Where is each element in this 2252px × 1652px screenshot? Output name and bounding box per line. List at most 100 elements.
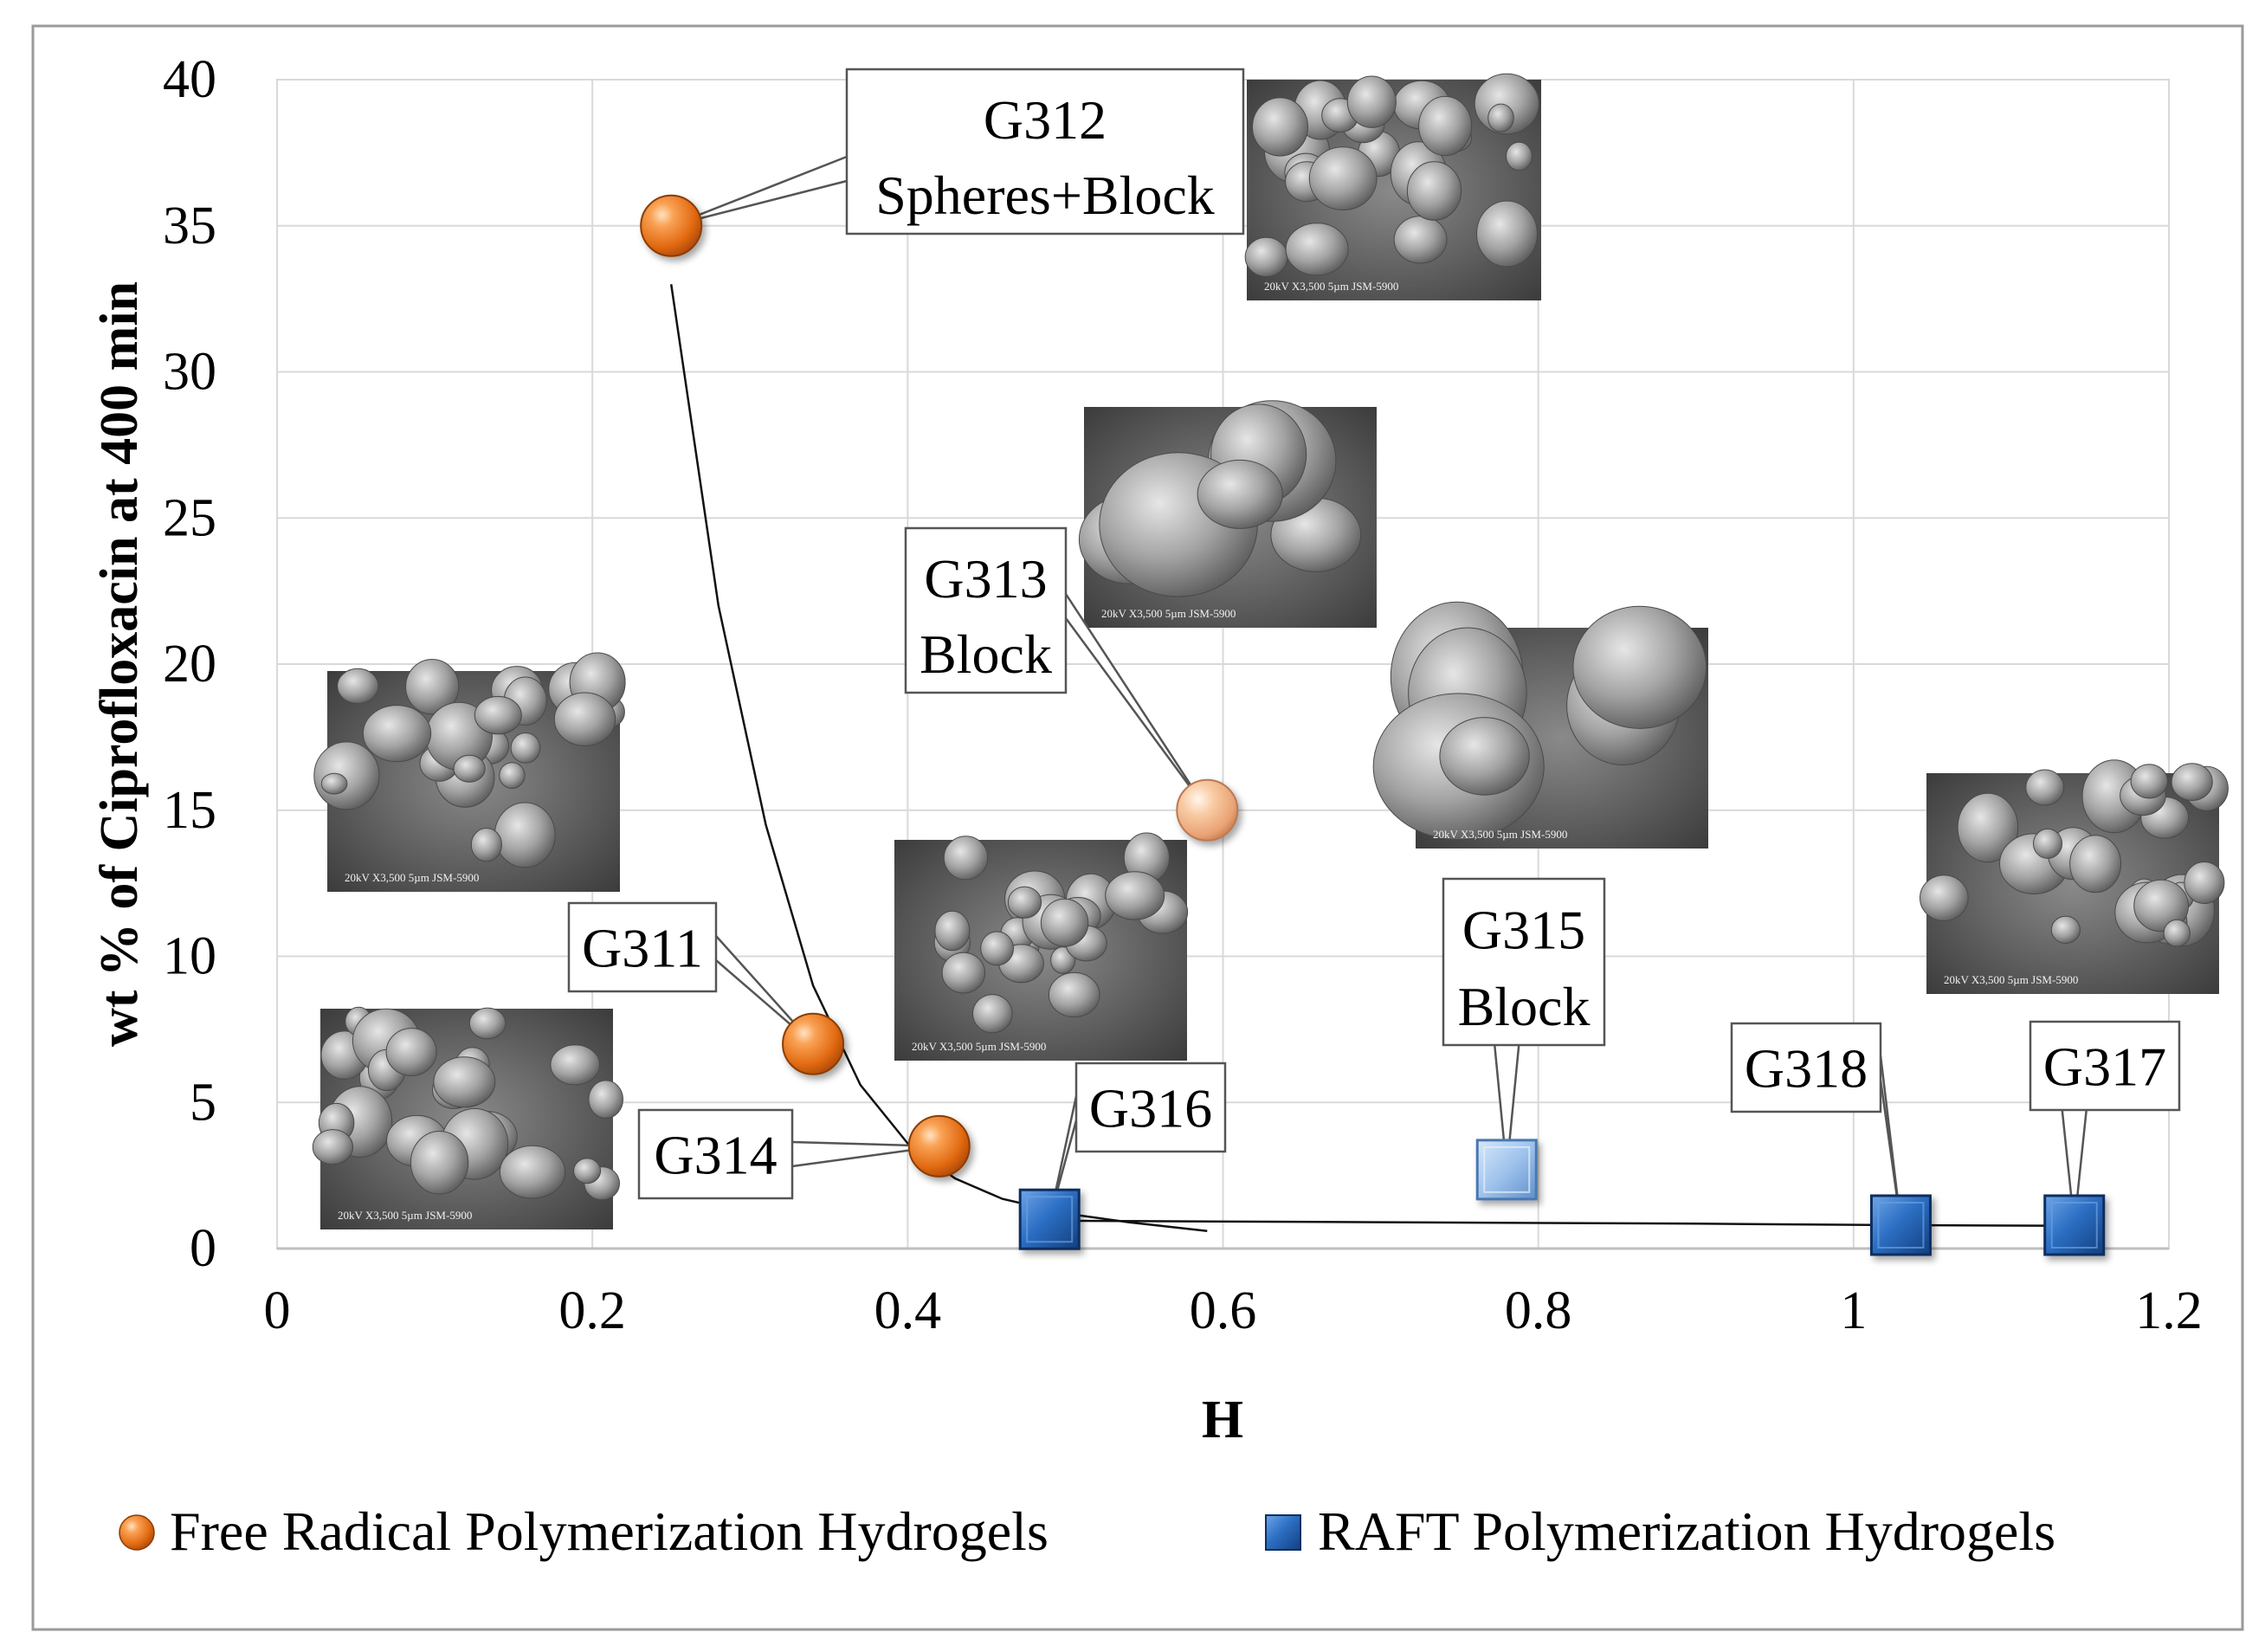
sem-grain <box>494 802 556 868</box>
callout-box <box>845 68 1245 236</box>
callout-box <box>637 1108 794 1200</box>
x-tick-label: 0 <box>264 1281 291 1340</box>
callout-label: G311 <box>582 917 703 978</box>
data-point-g315 <box>1475 1139 1538 1201</box>
callout-g315: G315 Block <box>1442 877 1606 1171</box>
data-point-g312 <box>640 194 703 257</box>
callout-box <box>1730 1022 1882 1113</box>
sem-image-g311-top: 20kV X3,500 5µm JSM-5900 <box>313 652 626 892</box>
y-tick-label: 30 <box>163 343 216 402</box>
sem-grain <box>1244 236 1288 277</box>
sem-grain <box>405 659 460 715</box>
sem-grain <box>410 1131 469 1195</box>
sem-grain <box>550 1044 601 1086</box>
data-point-g316 <box>1018 1188 1081 1250</box>
sem-grain <box>2184 861 2225 904</box>
data-point-g317 <box>2043 1194 2106 1256</box>
sem-grain <box>362 705 432 763</box>
data-point-g313 <box>1176 778 1239 842</box>
sem-grain <box>474 695 522 735</box>
sem-grain <box>573 1158 602 1184</box>
x-tick-label: 0.4 <box>874 1281 942 1340</box>
x-tick-label: 1.2 <box>2135 1281 2203 1340</box>
sem-insets: 20kV X3,500 5µm JSM-5900 20kV X3,500 5µm … <box>312 73 2229 1229</box>
legend-sphere-icon <box>119 1514 155 1551</box>
callout-label: G316 <box>1089 1077 1212 1139</box>
sem-grain <box>1439 717 1530 796</box>
sem-grain <box>499 1145 566 1199</box>
sem-grain <box>320 772 348 795</box>
sem-grain <box>2171 763 2213 801</box>
x-axis-title: H <box>1202 1391 1243 1449</box>
y-axis-title: wt % of Ciprofloxacin at 400 min <box>90 281 149 1047</box>
sem-grain <box>510 732 541 764</box>
callout-box <box>1442 877 1606 1047</box>
callout-label: G317 <box>2043 1036 2166 1097</box>
sem-grain <box>2069 835 2122 894</box>
sem-grain <box>1476 200 1538 268</box>
callout-box <box>904 526 1068 694</box>
callouts: G312 Spheres+Block G311 G314 G313 Block G316 G3… <box>567 68 2181 1226</box>
sem-caption: 20kV X3,500 5µm JSM-5900 <box>1264 280 1398 293</box>
data-point-bevel <box>1877 1202 1925 1249</box>
sem-grain <box>1007 886 1042 919</box>
trendlines <box>669 284 2075 1233</box>
x-tick-label: 0.2 <box>558 1281 626 1340</box>
sem-grain <box>1285 223 1349 276</box>
free-radical-trend <box>669 284 1208 1233</box>
sem-grain <box>2163 919 2191 947</box>
legend-item-raft: RAFT Polymerization Hydrogels <box>1265 1500 2055 1562</box>
callout-label: G312 <box>984 89 1107 151</box>
sem-grain <box>588 1080 624 1119</box>
callout-sublabel: Block <box>1458 976 1591 1037</box>
callout-label: G314 <box>654 1124 777 1185</box>
y-tick-label: 40 <box>163 50 216 109</box>
sem-grain <box>337 668 379 705</box>
callout-g317: G317 <box>2029 1020 2181 1226</box>
callout-label: G313 <box>924 548 1047 610</box>
data-point-bevel <box>2050 1202 2098 1249</box>
sem-grain <box>470 828 503 862</box>
callout-g318: G318 <box>1730 1022 1902 1226</box>
sem-image-g316: 20kV X3,500 5µm JSM-5900 <box>894 832 1189 1061</box>
sem-grain <box>1406 161 1462 221</box>
sem-grain <box>385 1028 437 1076</box>
data-point-g318 <box>1869 1194 1932 1256</box>
sem-grain <box>2133 879 2190 932</box>
callout-box <box>567 901 718 993</box>
sem-grain <box>1346 75 1397 128</box>
sem-image-g317: 20kV X3,500 5µm JSM-5900 <box>1920 759 2229 994</box>
y-tick-label: 20 <box>163 635 216 694</box>
callout-g311: G311 <box>567 901 815 1045</box>
data-point-g311 <box>782 1012 845 1075</box>
sem-caption: 20kV X3,500 5µm JSM-5900 <box>1433 828 1567 841</box>
legend: Free Radical Polymerization Hydrogels RA… <box>119 1500 2055 1562</box>
y-tick-label: 15 <box>163 781 216 840</box>
callout-g313: G313 Block <box>904 526 1209 811</box>
legend-label-raft: RAFT Polymerization Hydrogels <box>1318 1500 2055 1562</box>
sem-grain <box>453 754 486 783</box>
sem-caption: 20kV X3,500 5µm JSM-5900 <box>1101 607 1236 620</box>
sem-image-g315: 20kV X3,500 5µm JSM-5900 <box>1372 601 1708 849</box>
y-tick-label: 25 <box>163 488 216 547</box>
sem-grain <box>2050 915 2081 945</box>
y-tick-label: 0 <box>190 1219 216 1278</box>
sem-grain <box>2033 828 2062 859</box>
sem-grain <box>941 952 986 994</box>
callout-label: G315 <box>1462 900 1585 961</box>
sem-caption: 20kV X3,500 5µm JSM-5900 <box>345 871 479 884</box>
sem-grain <box>1040 898 1089 947</box>
sem-caption: 20kV X3,500 5µm JSM-5900 <box>912 1040 1046 1053</box>
sem-grain <box>1506 141 1533 171</box>
sem-grain <box>1050 946 1076 974</box>
sem-grain <box>1393 216 1448 264</box>
sem-grain <box>2130 764 2169 799</box>
data-marks <box>640 194 2106 1256</box>
y-tick-label: 35 <box>163 197 216 255</box>
sem-grain <box>433 1056 496 1108</box>
sem-grain <box>1572 605 1707 729</box>
callout-sublabel: Block <box>920 623 1052 685</box>
data-point-bevel <box>1026 1196 1074 1243</box>
sem-image-g311-bottom: 20kV X3,500 5µm JSM-5900 <box>312 1006 624 1229</box>
